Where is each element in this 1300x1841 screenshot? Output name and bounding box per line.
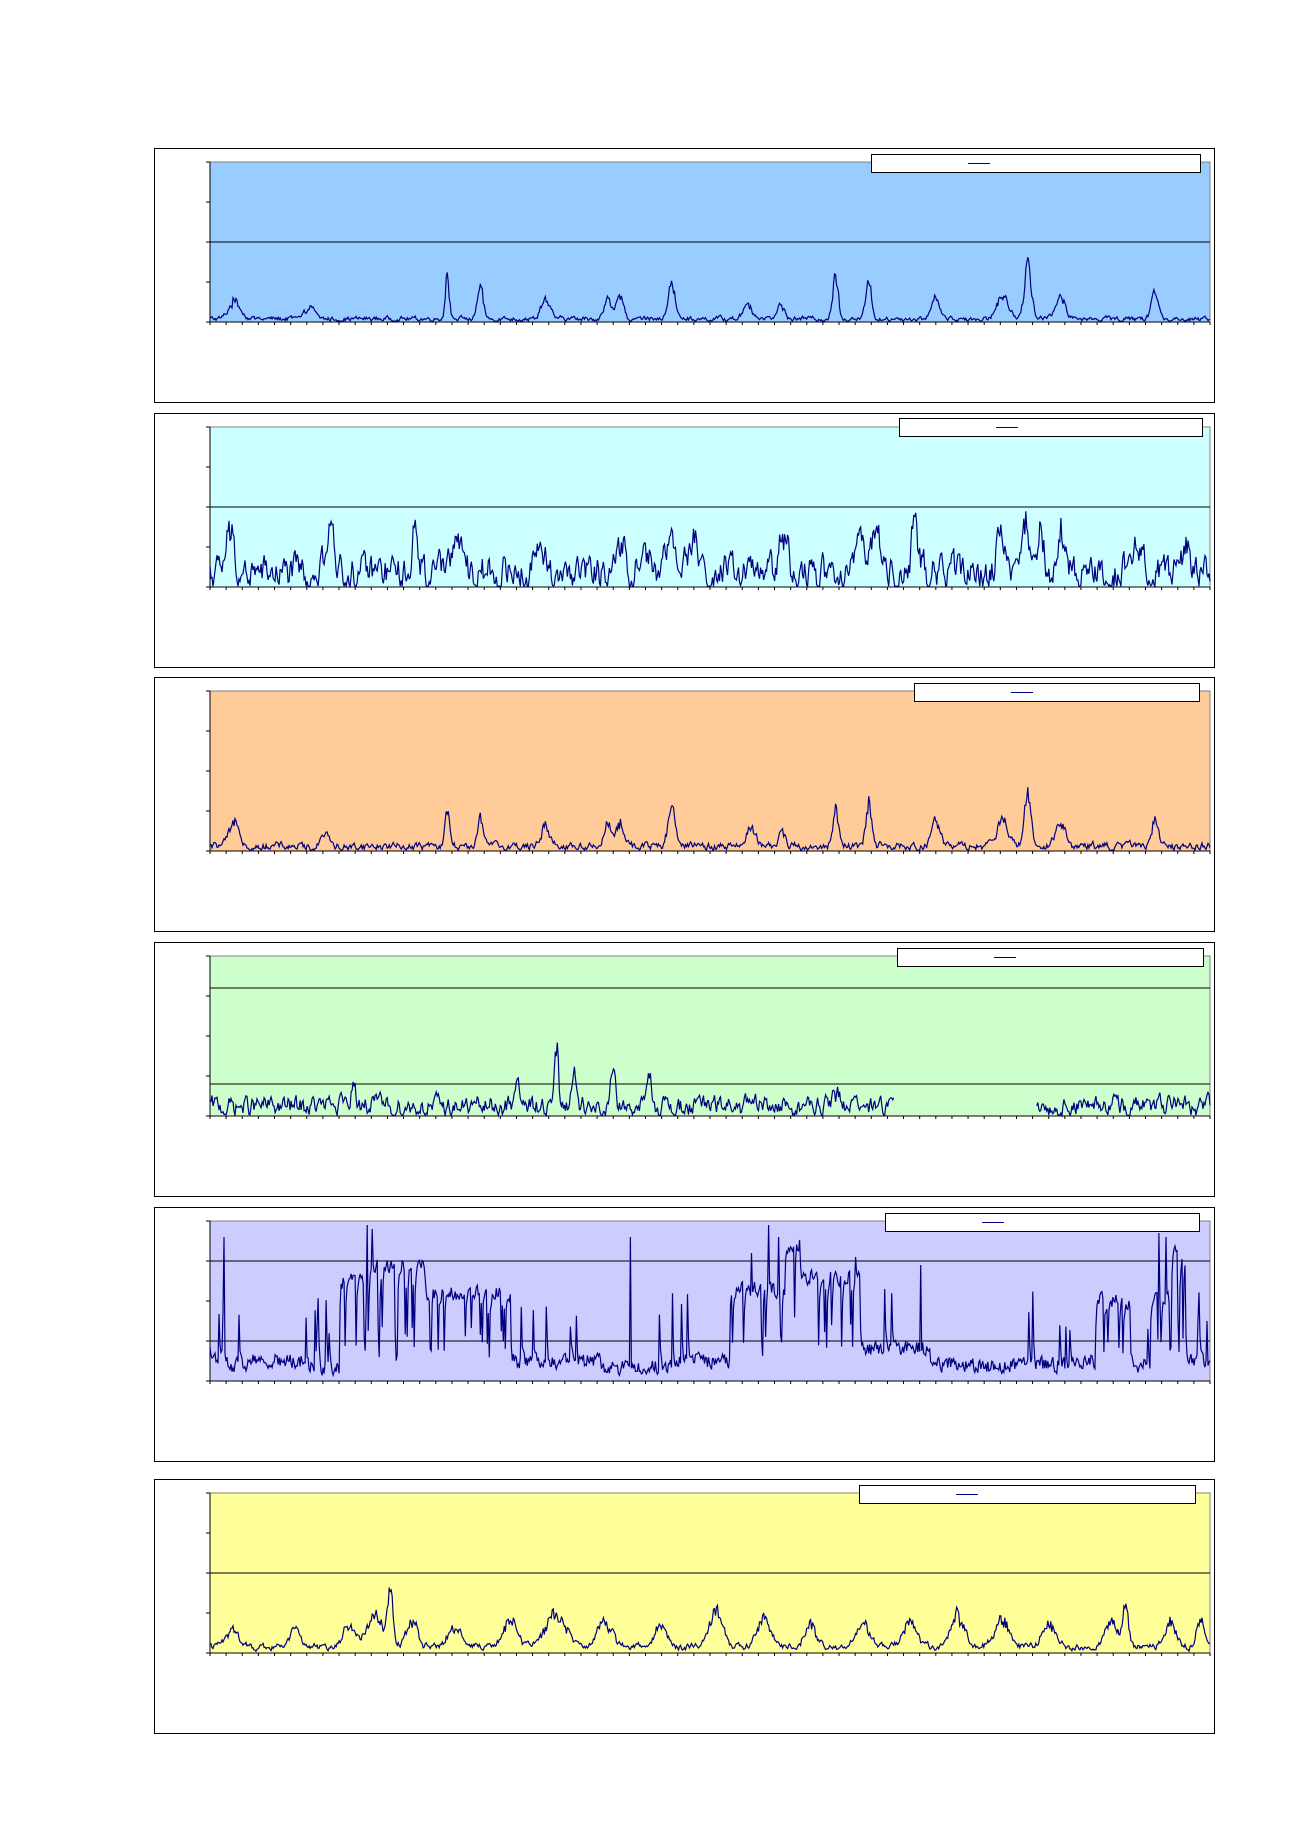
legend-swatch	[956, 1494, 978, 1495]
series-line-1	[209, 1587, 1211, 1653]
legend-swatch	[994, 957, 1016, 958]
chart-2-svg	[206, 426, 1211, 590]
series-line-1	[209, 1042, 1211, 1118]
chart-panel-2	[154, 413, 1215, 668]
legend	[885, 1213, 1200, 1232]
chart-6-svg	[206, 1492, 1211, 1656]
legend	[859, 1485, 1196, 1504]
legend-swatch	[1011, 692, 1033, 693]
legend-swatch	[996, 427, 1018, 428]
series-line-1	[209, 787, 1211, 852]
series-line-1	[209, 257, 1211, 323]
legend	[897, 948, 1204, 967]
legend	[914, 683, 1200, 702]
plot-area	[209, 690, 1211, 852]
chart-panel-6	[154, 1479, 1215, 1734]
chart-panel-4	[154, 942, 1215, 1197]
chart-4-svg	[206, 955, 1211, 1119]
plot-area	[209, 955, 1211, 1117]
series-line-1	[209, 511, 1211, 589]
chart-panel-1	[154, 148, 1215, 403]
legend	[899, 418, 1203, 437]
chart-5-svg	[206, 1220, 1211, 1384]
chart-3-svg	[206, 690, 1211, 854]
legend-swatch	[968, 163, 990, 164]
legend-swatch	[982, 1222, 1004, 1223]
chart-panel-3	[154, 677, 1215, 932]
legend	[871, 154, 1201, 173]
series-line-1	[209, 1224, 1211, 1378]
chart-panel-5	[154, 1207, 1215, 1462]
plot-area	[209, 1220, 1211, 1382]
chart-1-svg	[206, 161, 1211, 325]
